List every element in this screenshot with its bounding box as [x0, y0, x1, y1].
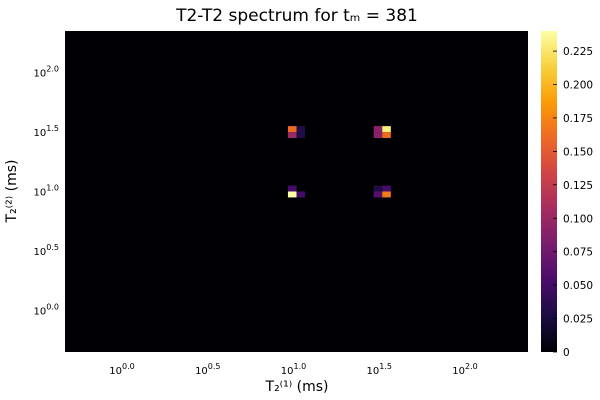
colorbar-tick-label-0: 0 [563, 347, 570, 359]
colorbar-tick-label-3: 0.075 [563, 247, 593, 259]
heatmap-cell-8 [287, 185, 297, 192]
colorbar-tick-label-1: 0.025 [563, 314, 593, 326]
y-axis-label: T₂⁽²⁾ (ms) [4, 160, 20, 224]
heatmap-cell-5 [382, 126, 391, 133]
y-tick-label-1: 100.5 [34, 243, 59, 258]
heatmap-cell-3 [296, 132, 306, 138]
heatmap-cell-6 [373, 132, 383, 138]
colorbar-tick-label-5: 0.125 [563, 180, 593, 192]
heatmap-cell-0 [287, 126, 297, 133]
y-tick-label-4: 102.0 [34, 65, 59, 80]
heatmap-cell-10 [296, 191, 306, 198]
y-axis-ticks: 100.0 100.5 101.0 101.5 102.0 [34, 65, 59, 318]
heatmap-cell-14 [382, 191, 391, 198]
heatmap-cells [287, 126, 391, 198]
x-tick-label-2: 101.0 [281, 362, 306, 377]
colorbar-tick-label-2: 0.050 [563, 280, 593, 292]
heatmap-cell-9 [287, 191, 297, 198]
heatmap-cell-1 [296, 126, 306, 133]
colorbar: 0 0.025 0.050 0.075 0.100 0.125 0.150 0.175 0.20… [541, 31, 593, 359]
x-tick-label-1: 100.5 [195, 362, 220, 377]
colorbar-tick-label-9: 0.225 [563, 46, 593, 58]
heatmap-cell-4 [373, 126, 383, 133]
chart-title: T2-T2 spectrum for tₘ = 381 [175, 6, 418, 26]
heatmap-cell-12 [382, 185, 391, 192]
heatmap-cell-7 [382, 132, 391, 138]
colorbar-tick-label-7: 0.175 [563, 113, 593, 125]
y-tick-label-2: 101.0 [34, 184, 59, 199]
x-tick-label-4: 102.0 [452, 362, 477, 377]
colorbar-tick-label-6: 0.150 [563, 146, 593, 158]
x-axis-label: T₂⁽¹⁾ (ms) [265, 379, 329, 395]
y-tick-label-0: 100.0 [34, 302, 59, 317]
y-tick-label-3: 101.5 [34, 124, 59, 139]
heatmap-cell-2 [287, 132, 297, 138]
colorbar-tick-label-8: 0.200 [563, 80, 593, 92]
heatmap-cell-11 [373, 185, 383, 192]
x-tick-label-3: 101.5 [366, 362, 391, 377]
heatmap-cell-13 [373, 191, 383, 198]
plot-area [65, 31, 528, 352]
x-tick-label-0: 100.0 [109, 362, 134, 377]
colorbar-gradient [541, 31, 557, 352]
x-axis-ticks: 100.0 100.5 101.0 101.5 102.0 [109, 362, 477, 377]
colorbar-tick-label-4: 0.100 [563, 213, 593, 225]
colorbar-ticks: 0 0.025 0.050 0.075 0.100 0.125 0.150 0.175 0.20… [553, 46, 593, 359]
